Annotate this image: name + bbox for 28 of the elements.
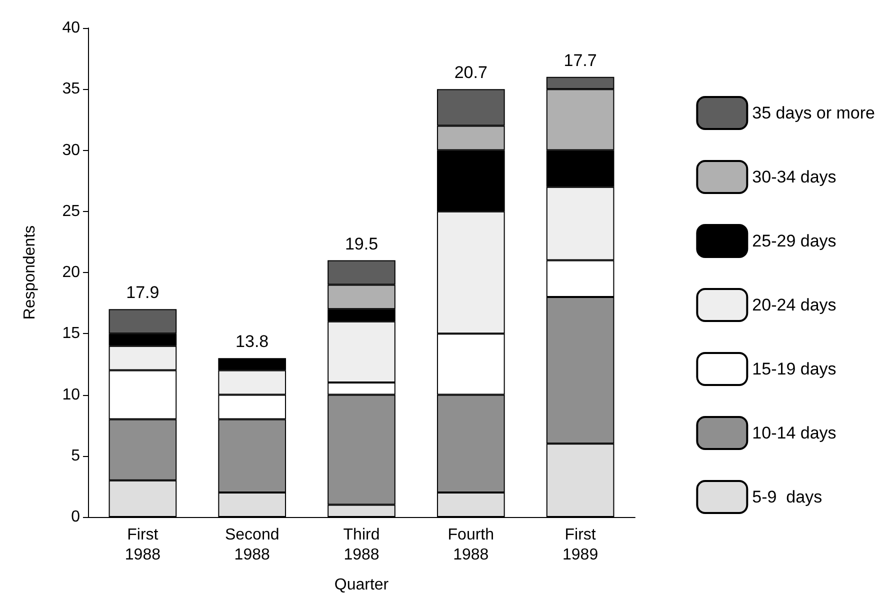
- legend-label: 5-9 days: [752, 488, 822, 506]
- x-tick-label: Third 1988: [343, 526, 380, 564]
- y-tick-label: 25: [62, 202, 80, 220]
- legend-label: 20-24 days: [752, 296, 836, 314]
- annotation: 13.8: [236, 332, 269, 352]
- annotation: 17.7: [564, 50, 597, 70]
- y-tick-label: 35: [62, 80, 80, 98]
- y-tick-label: 0: [71, 508, 80, 526]
- annotation: 20.7: [454, 63, 488, 82]
- x-axis-title: Quarter: [334, 576, 390, 594]
- y-tick-label: 10: [62, 386, 80, 404]
- x-tick-label: Second 1988: [224, 526, 280, 564]
- x-tick-label: First 1989: [562, 526, 598, 564]
- legend-label: 35 days or more: [752, 104, 876, 122]
- x-tick-label: First 1988: [124, 526, 161, 564]
- y-tick-label: 40: [62, 20, 80, 36]
- x-tick-label: Fourth 1988: [448, 526, 494, 564]
- y-tick-label: 5: [71, 447, 80, 464]
- y-tick-label: 30: [62, 142, 80, 159]
- legend-label: 15-19 days: [752, 360, 836, 378]
- y-tick-label: 20: [62, 264, 80, 281]
- y-tick-label: 15: [62, 325, 80, 342]
- legend-label: 10-14 days: [752, 424, 836, 442]
- legend-label: 30-34 days: [752, 168, 836, 186]
- annotation: 17.9: [126, 283, 160, 302]
- legend-label: 25-29 days: [752, 232, 836, 250]
- y-axis-title: Respondents: [22, 225, 38, 320]
- annotation: 19.5: [344, 234, 378, 254]
